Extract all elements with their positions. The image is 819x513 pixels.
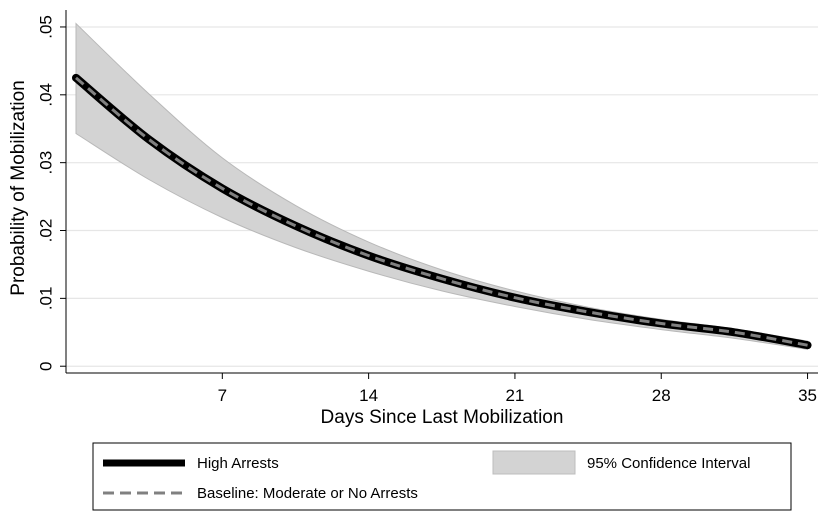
- legend-box: [92, 442, 792, 511]
- x-tick-label: 7: [218, 386, 227, 405]
- y-tick-label: 0: [36, 361, 55, 370]
- y-tick-label: .03: [36, 151, 55, 175]
- legend-swatch-confidence-interval: [492, 450, 576, 475]
- x-tick-label: 35: [798, 386, 817, 405]
- series-line-baseline: [75, 76, 808, 347]
- ticks: 0 .01 .02 .03 .04 .05 7 14 21 28 35: [36, 15, 817, 405]
- x-tick-label: 14: [359, 386, 378, 405]
- x-axis-title: Days Since Last Mobilization: [321, 407, 564, 428]
- y-tick-label: .05: [36, 15, 55, 39]
- legend-label-high-arrests: High Arrests: [197, 455, 279, 472]
- y-tick-label: .02: [36, 219, 55, 243]
- x-tick-label: 21: [505, 386, 524, 405]
- x-tick-label: 28: [652, 386, 671, 405]
- legend-label-baseline: Baseline: Moderate or No Arrests: [197, 485, 418, 502]
- y-tick-label: .04: [36, 83, 55, 107]
- y-tick-label: .01: [36, 287, 55, 311]
- y-axis-title: Probability of Mobilization: [8, 80, 29, 295]
- axes: [65, 10, 818, 374]
- series-layer: [72, 73, 812, 350]
- legend: High Arrests Baseline: Moderate or No Ar…: [92, 442, 792, 511]
- legend-label-confidence-interval: 95% Confidence Interval: [587, 455, 750, 472]
